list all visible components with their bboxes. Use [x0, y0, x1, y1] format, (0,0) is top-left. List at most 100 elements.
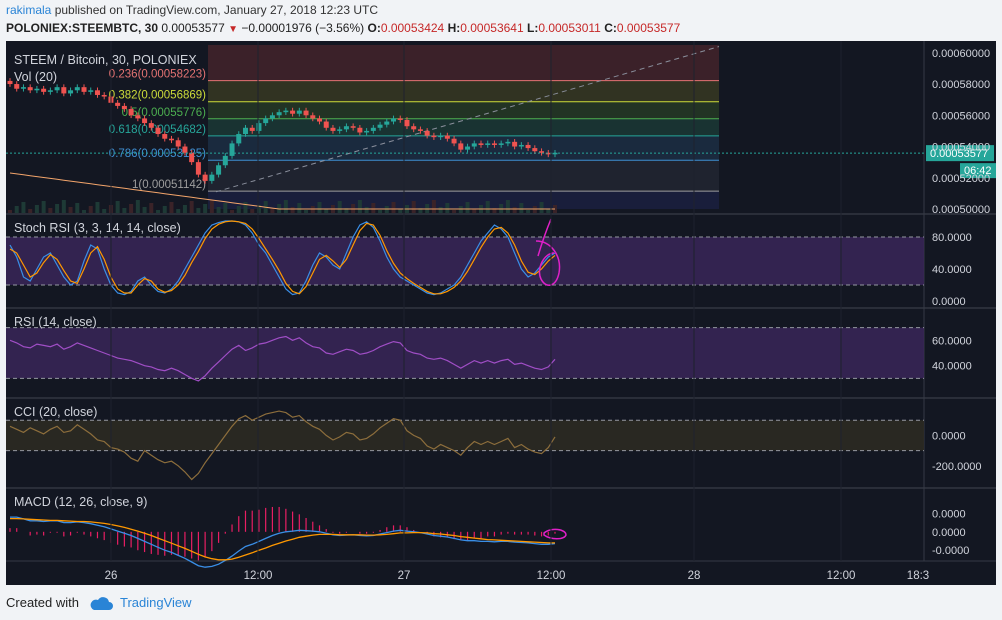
- candle-body: [229, 143, 235, 156]
- candle-body: [417, 129, 423, 131]
- tradingview-brand-link[interactable]: TradingView: [120, 595, 192, 610]
- chart-svg[interactable]: 0.236(0.00058223) 0.382(0.00056869) 0.5(0.…: [6, 41, 996, 585]
- candle-body: [155, 127, 161, 135]
- volume-bar: [270, 208, 275, 213]
- volume-bar: [182, 205, 187, 213]
- candle-body: [249, 127, 255, 131]
- fib-level-label: 1(0.00051142): [132, 179, 206, 191]
- indicator-series-line: [9, 335, 556, 382]
- time-axis-tick: 27: [398, 570, 411, 582]
- candle-body: [7, 80, 13, 85]
- volume-bar: [539, 202, 544, 213]
- candle-body: [471, 143, 477, 147]
- volume-pane-title: Vol (20): [14, 70, 57, 84]
- candle-body: [391, 118, 397, 122]
- volume-bar: [452, 210, 457, 213]
- candle-body: [323, 121, 329, 128]
- candle-body: [438, 135, 444, 138]
- volume-bar: [250, 209, 255, 213]
- volume-bar: [142, 207, 147, 213]
- volume-bar: [95, 202, 100, 213]
- candle-body: [465, 146, 471, 150]
- publisher-username[interactable]: rakimala: [6, 3, 52, 17]
- volume-bar: [162, 206, 167, 213]
- volume-bar: [48, 208, 53, 213]
- tradingview-cloud-icon: [90, 596, 113, 610]
- volume-bar: [55, 204, 60, 213]
- volume-bar: [102, 209, 107, 213]
- volume-bar: [492, 208, 497, 213]
- candle-body: [269, 115, 275, 119]
- candle-body: [115, 102, 121, 106]
- candle-body: [182, 146, 188, 153]
- volume-bar: [223, 203, 228, 213]
- candle-body: [168, 138, 174, 141]
- footer: Created with TradingView: [6, 595, 192, 611]
- candle-body: [444, 135, 450, 139]
- candle-body: [505, 141, 511, 144]
- close-value: 0.00053577: [616, 21, 681, 35]
- hand-annotation-macd: [543, 528, 567, 540]
- candle-body: [242, 127, 248, 135]
- indicator-band: [6, 327, 924, 379]
- high-value: 0.00053641: [460, 21, 524, 35]
- candle-body: [283, 110, 289, 113]
- indicator-axis-tick: 0.0000: [932, 296, 966, 308]
- volume-bar: [135, 200, 140, 213]
- volume-bar: [149, 203, 154, 213]
- candle-body: [532, 148, 538, 152]
- volume-bar: [243, 202, 248, 213]
- candle-body: [47, 90, 53, 92]
- candle-body: [209, 174, 215, 181]
- volume-bar: [378, 210, 383, 213]
- volume-bar: [418, 208, 423, 213]
- volume-bar: [21, 202, 26, 213]
- volume-bar: [196, 208, 201, 213]
- volume-bar: [512, 207, 517, 213]
- candle-body: [222, 155, 228, 166]
- time-axis-tick: 18:3: [907, 570, 929, 582]
- low-value: 0.00053011: [538, 21, 601, 35]
- macd-axis-tick: 0.0000: [932, 508, 966, 520]
- volume-bar: [209, 200, 214, 213]
- volume-bar: [398, 209, 403, 213]
- fib-level-label: 0.786(0.00053125): [109, 148, 206, 160]
- price-axis-tick: 0.00060000: [932, 48, 990, 60]
- fib-zone: [208, 101, 719, 119]
- volume-bar: [156, 210, 161, 213]
- candle-body: [27, 87, 33, 91]
- candle-body: [498, 143, 504, 145]
- volume-bar: [75, 203, 80, 213]
- volume-bar: [505, 200, 510, 213]
- candle-body: [81, 87, 87, 92]
- candle-body: [525, 144, 531, 149]
- time-axis-tick: 12:00: [827, 570, 856, 582]
- macd-axis-tick: -0.0000: [932, 545, 969, 557]
- candle-body: [317, 118, 323, 122]
- price-axis-tick: 0.00050000: [932, 204, 990, 216]
- price-axis-tick: 0.00056000: [932, 110, 990, 122]
- indicator-band: [6, 237, 924, 285]
- fib-zone: [208, 160, 719, 192]
- chart-area[interactable]: 0.236(0.00058223) 0.382(0.00056869) 0.5(0.…: [6, 41, 996, 585]
- candle-body: [491, 143, 497, 145]
- volume-bar: [61, 200, 66, 213]
- candle-body: [330, 127, 336, 131]
- indicator-axis-tick: 40.0000: [932, 361, 972, 373]
- candle-body: [175, 140, 181, 147]
- down-arrow-icon: ▼: [228, 24, 239, 35]
- macd-series-line: [10, 516, 556, 568]
- volume-bar: [41, 201, 46, 213]
- time-axis-tick: 26: [105, 570, 118, 582]
- current-price-label: 0.00053577: [930, 148, 988, 160]
- time-axis-tick: 28: [688, 570, 701, 582]
- volume-bar: [129, 204, 134, 213]
- candle-body: [88, 90, 94, 92]
- volume-bar: [337, 201, 342, 213]
- volume-bar: [485, 201, 490, 213]
- candle-body: [545, 152, 551, 155]
- candle-body: [101, 94, 107, 97]
- last-price: 0.00053577: [161, 21, 225, 35]
- candle-body: [14, 84, 20, 89]
- publisher-line: rakimala published on TradingView.com, J…: [6, 3, 378, 17]
